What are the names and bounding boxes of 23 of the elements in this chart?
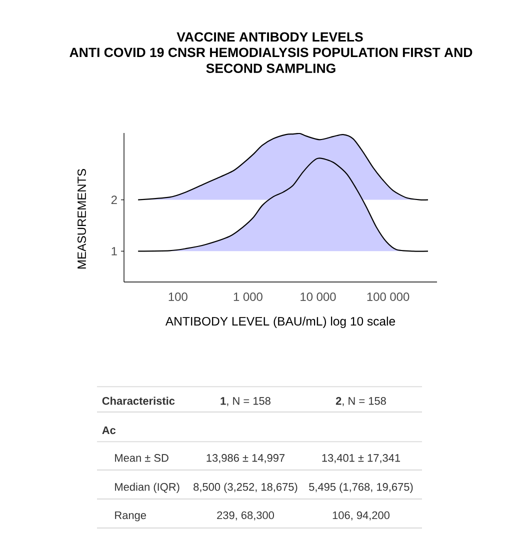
x-tick-label: 100 000 — [367, 292, 410, 301]
y-tick-label: 1 — [112, 247, 117, 256]
text: 2, N = 158 — [336, 397, 386, 406]
x-axis-title: ANTIBODY LEVEL (BAU/mL) log 10 scale — [165, 316, 396, 328]
text: 13,401 ± 17,341 — [322, 454, 400, 464]
x-tick-label: 10 000 — [300, 292, 336, 301]
text: Characteristic — [102, 396, 175, 405]
chart-title: VACCINE ANTIBODY LEVELS — [176, 32, 363, 42]
text: Ac — [102, 426, 116, 434]
text: 106, 94,200 — [332, 511, 390, 520]
text: Median (IQR) — [115, 482, 180, 493]
text: Mean ± SD — [115, 454, 168, 462]
text: 5,495 (1,768, 19,675) — [309, 482, 413, 493]
text: 1, N = 158 — [220, 397, 270, 406]
x-tick-label: 1 000 — [234, 292, 262, 301]
y-tick-label: 2 — [111, 196, 117, 204]
text: 239, 68,300 — [217, 511, 274, 520]
text: Range — [115, 511, 146, 522]
text: 8,500 (3,252, 18,675) — [194, 482, 298, 493]
y-axis-title: MEASUREMENTS — [78, 169, 86, 268]
chart-subtitle: ANTI COVID 19 CNSR HEMODIALYSIS POPULATION FIRST AND SECOND SAMPLING — [70, 48, 472, 74]
x-tick-label: 100 — [168, 292, 188, 301]
text: 13,986 ± 14,997 — [206, 454, 285, 464]
